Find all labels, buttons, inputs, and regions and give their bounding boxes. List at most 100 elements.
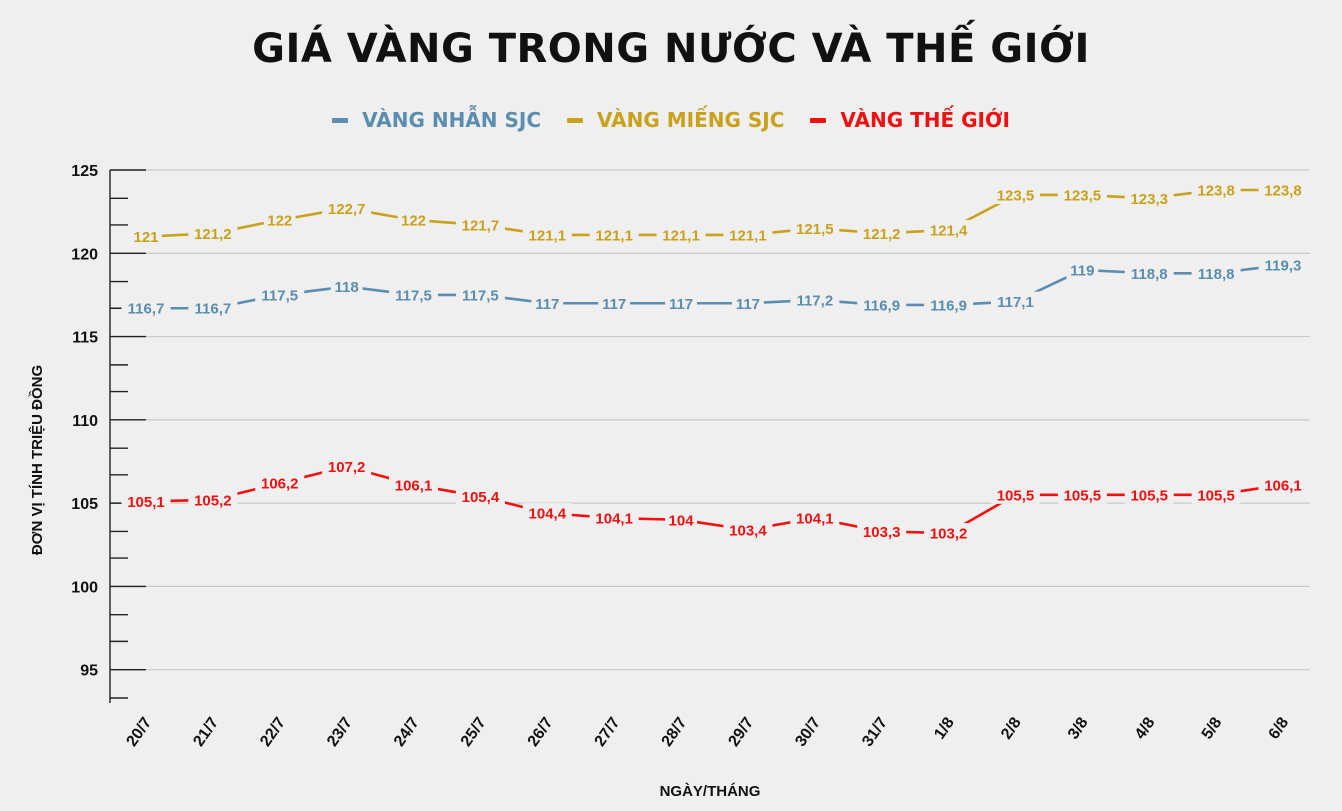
data-label-1-10: 121,5 bbox=[796, 221, 834, 238]
data-label-2-3: 107,2 bbox=[328, 459, 366, 476]
data-label-bg-2-0 bbox=[121, 491, 171, 511]
data-label-bg-2-16 bbox=[1191, 484, 1241, 504]
x-tick-label-1: 21/7 bbox=[190, 714, 222, 749]
data-label-0-16: 118,8 bbox=[1198, 266, 1235, 283]
data-label-bg-2-8 bbox=[665, 509, 697, 529]
data-label-bg-1-10 bbox=[790, 218, 840, 238]
x-tick-label-17: 6/8 bbox=[1266, 714, 1293, 742]
data-label-0-7: 117 bbox=[602, 296, 626, 313]
data-label-0-5: 117,5 bbox=[462, 287, 499, 304]
data-label-bg-0-13 bbox=[990, 291, 1040, 311]
data-label-2-5: 105,4 bbox=[462, 489, 500, 506]
data-label-1-2: 122 bbox=[267, 212, 292, 229]
data-label-bg-1-13 bbox=[990, 184, 1040, 204]
legend-label-0: VÀNG NHẪN SJC bbox=[362, 108, 542, 132]
legend-item-0: VÀNG NHẪN SJC bbox=[332, 108, 541, 132]
data-label-2-11: 103,3 bbox=[863, 524, 901, 541]
data-label-2-0: 105,1 bbox=[127, 494, 165, 511]
data-label-bg-1-17 bbox=[1258, 179, 1308, 199]
data-label-2-2: 106,2 bbox=[261, 476, 299, 493]
data-label-2-8: 104 bbox=[669, 512, 695, 529]
data-label-0-13: 117,1 bbox=[997, 294, 1034, 311]
data-label-2-10: 104,1 bbox=[796, 511, 834, 528]
data-label-bg-2-5 bbox=[455, 486, 505, 506]
y-tick-label-100: 100 bbox=[71, 579, 98, 596]
data-label-0-15: 118,8 bbox=[1131, 266, 1168, 283]
legend: VÀNG NHẪN SJC VÀNG MIẾNG SJC VÀNG THẾ GIỚI bbox=[0, 108, 1342, 132]
chart-title: GIÁ VÀNG TRONG NƯỚC VÀ THẾ GIỚI bbox=[252, 26, 1090, 72]
legend-item-1: VÀNG MIẾNG SJC bbox=[567, 108, 784, 132]
y-tick-label-95: 95 bbox=[80, 663, 98, 680]
data-label-bg-1-0 bbox=[130, 226, 162, 246]
data-label-bg-2-4 bbox=[389, 474, 439, 494]
data-label-bg-0-17 bbox=[1258, 254, 1308, 274]
data-label-bg-0-7 bbox=[598, 293, 631, 313]
data-label-bg-2-7 bbox=[589, 508, 639, 528]
legend-item-2: VÀNG THẾ GIỚI bbox=[810, 108, 1010, 132]
data-label-bg-0-6 bbox=[531, 293, 564, 313]
data-label-bg-0-0 bbox=[121, 298, 171, 318]
data-label-0-10: 117,2 bbox=[796, 292, 833, 309]
y-tick-label-110: 110 bbox=[72, 413, 98, 430]
x-tick-label-7: 27/7 bbox=[592, 714, 624, 749]
data-label-bg-2-14 bbox=[1057, 484, 1107, 504]
data-label-1-8: 121,1 bbox=[662, 227, 700, 244]
data-label-0-9: 117 bbox=[736, 296, 760, 313]
data-label-bg-0-15 bbox=[1124, 263, 1174, 283]
data-label-1-11: 121,2 bbox=[863, 226, 901, 243]
data-label-bg-0-12 bbox=[924, 294, 974, 314]
data-label-bg-2-2 bbox=[255, 473, 305, 493]
series-line-2 bbox=[145, 465, 1284, 535]
data-label-bg-1-5 bbox=[455, 214, 505, 234]
data-label-bg-1-9 bbox=[723, 224, 773, 244]
series-line-1 bbox=[145, 188, 1283, 238]
data-label-bg-0-8 bbox=[665, 293, 697, 313]
data-label-bg-1-12 bbox=[924, 219, 974, 239]
y-tick-label-115: 115 bbox=[72, 330, 98, 347]
x-tick-label-11: 31/7 bbox=[859, 714, 891, 749]
x-tick-label-2: 22/7 bbox=[257, 714, 289, 749]
data-label-0-0: 116,7 bbox=[128, 301, 165, 318]
data-label-2-17: 106,1 bbox=[1264, 477, 1302, 494]
x-tick-label-8: 28/7 bbox=[659, 714, 691, 749]
x-tick-label-13: 2/8 bbox=[998, 714, 1025, 742]
data-label-bg-0-10 bbox=[790, 289, 840, 309]
data-label-1-6: 121,1 bbox=[529, 227, 567, 244]
data-label-2-6: 104,4 bbox=[529, 506, 567, 523]
data-label-2-7: 104,1 bbox=[595, 511, 633, 528]
data-label-bg-0-3 bbox=[330, 276, 363, 296]
data-label-2-9: 103,4 bbox=[729, 522, 767, 539]
data-label-bg-2-3 bbox=[322, 456, 372, 476]
data-label-0-11: 116,9 bbox=[863, 297, 900, 314]
x-tick-label-6: 26/7 bbox=[525, 714, 557, 749]
data-label-bg-2-9 bbox=[723, 519, 773, 539]
data-label-0-4: 117,5 bbox=[395, 287, 432, 304]
data-label-2-13: 105,5 bbox=[997, 487, 1035, 504]
data-label-0-12: 116,9 bbox=[930, 297, 967, 314]
x-tick-label-0: 20/7 bbox=[123, 714, 155, 749]
legend-swatch-2 bbox=[810, 117, 827, 123]
data-label-1-3: 122,7 bbox=[328, 201, 366, 218]
data-label-1-9: 121,1 bbox=[729, 227, 767, 244]
legend-label-1: VÀNG MIẾNG SJC bbox=[597, 108, 785, 132]
y-tick-label-105: 105 bbox=[71, 496, 98, 513]
data-label-bg-2-17 bbox=[1258, 474, 1308, 494]
data-label-bg-1-11 bbox=[857, 223, 907, 243]
data-label-1-13: 123,5 bbox=[997, 187, 1035, 204]
data-label-bg-1-4 bbox=[397, 209, 430, 229]
x-tick-label-9: 29/7 bbox=[725, 714, 757, 749]
data-label-1-12: 121,4 bbox=[930, 222, 968, 239]
series-line-0 bbox=[146, 263, 1284, 310]
x-tick-label-12: 1/8 bbox=[931, 714, 958, 742]
data-label-bg-2-1 bbox=[188, 489, 238, 509]
data-label-1-14: 123,5 bbox=[1064, 187, 1102, 204]
data-label-1-16: 123,8 bbox=[1197, 182, 1235, 199]
legend-swatch-0 bbox=[332, 117, 349, 123]
data-label-0-14: 119 bbox=[1070, 262, 1094, 279]
data-label-bg-2-11 bbox=[857, 521, 907, 541]
x-tick-label-16: 5/8 bbox=[1199, 714, 1226, 742]
data-label-bg-1-16 bbox=[1191, 179, 1241, 199]
data-label-2-12: 103,2 bbox=[930, 526, 968, 543]
data-label-bg-2-13 bbox=[990, 484, 1040, 504]
